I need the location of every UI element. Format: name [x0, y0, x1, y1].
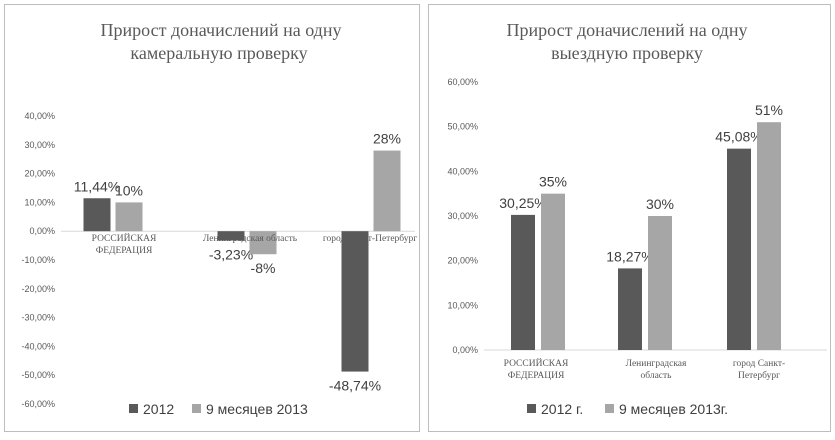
left-chart-svg: Прирост доначислений на одну камеральную…: [21, 20, 417, 417]
left-y-tick-label: -10,00%: [21, 255, 55, 265]
right-bar-series-1-cat-1: [511, 214, 535, 350]
right-legend-label-series-1: 2012 г.: [541, 401, 583, 417]
left-y-tick-label: -50,00%: [21, 370, 55, 380]
left-legend-swatch-series-2: [192, 404, 201, 413]
left-y-tick-label: -40,00%: [21, 341, 55, 351]
right-data-label-series-2-cat-2: 30%: [646, 196, 674, 212]
left-category-label-3: город Санкт-Петербург: [323, 233, 417, 244]
right-y-tick-label: 0,00%: [452, 345, 478, 355]
left-chart-panel: Прирост доначислений на одну камеральную…: [4, 4, 420, 432]
right-chart-panel: Прирост доначислений на одну выездную пр…: [428, 4, 831, 432]
right-y-tick-label: 20,00%: [447, 256, 478, 266]
left-bar-series-2-cat-1: [115, 202, 143, 232]
right-chart-title-line-1: Прирост доначислений на одну: [507, 20, 748, 40]
right-bar-series-1-cat-2: [618, 268, 642, 350]
left-data-label-series-2-cat-3: 28%: [373, 131, 401, 147]
left-chart-title-line-1: Прирост доначислений на одну: [101, 20, 342, 40]
right-legend-swatch-series-1: [527, 404, 536, 413]
left-y-tick-label: -20,00%: [21, 284, 55, 294]
right-data-label-series-1-cat-2: 18,27%: [606, 248, 653, 264]
left-bar-series-2-cat-2: [249, 231, 277, 255]
left-y-tick-label: -60,00%: [21, 399, 55, 409]
left-legend-swatch-series-1: [129, 404, 138, 413]
right-y-tick-label: 50,00%: [447, 122, 478, 132]
right-y-tick-label: 60,00%: [447, 77, 478, 87]
left-y-tick-label: 30,00%: [24, 140, 55, 150]
right-chart-svg: Прирост доначислений на одну выездную пр…: [447, 20, 827, 417]
left-bar-series-1-cat-3: [341, 231, 369, 372]
right-legend-swatch-series-2: [605, 404, 614, 413]
left-y-tick-label: 20,00%: [24, 169, 55, 179]
right-data-label-series-2-cat-3: 51%: [755, 102, 783, 118]
right-category-label-3: Петербург: [738, 370, 780, 381]
left-category-label-1: ФЕДЕРАЦИЯ: [96, 246, 153, 256]
right-bar-series-2-cat-3: [757, 122, 781, 350]
right-category-label-2: Ленинградская: [626, 359, 687, 369]
left-data-label-series-2-cat-2: -8%: [251, 260, 276, 276]
left-data-label-series-1-cat-1: 11,44%: [74, 178, 120, 194]
left-bar-series-2-cat-3: [373, 150, 401, 232]
right-y-tick-label: 30,00%: [447, 211, 478, 221]
right-category-label-1: РОССИЙСКАЯ: [504, 357, 569, 369]
right-y-tick-label: 40,00%: [447, 166, 478, 176]
right-category-label-3: город Санкт-: [733, 359, 785, 369]
left-y-tick-label: 0,00%: [29, 226, 55, 236]
right-category-label-1: ФЕДЕРАЦИЯ: [508, 371, 565, 381]
right-legend-label-series-2: 9 месяцев 2013г.: [619, 401, 728, 417]
left-data-label-series-2-cat-1: 10%: [115, 182, 143, 198]
left-chart-title-line-2: камеральную проверку: [130, 43, 307, 63]
right-data-label-series-1-cat-3: 45,08%: [715, 129, 762, 145]
left-y-tick-label: -30,00%: [21, 313, 55, 323]
left-data-label-series-1-cat-2: -3,23%: [209, 247, 253, 263]
left-legend-label-series-1: 2012: [143, 401, 174, 417]
left-legend-label-series-2: 9 месяцев 2013: [206, 401, 308, 417]
right-bar-series-2-cat-1: [541, 193, 565, 350]
left-y-tick-label: 40,00%: [24, 111, 55, 121]
right-y-tick-label: 10,00%: [447, 300, 478, 310]
left-category-label-1: РОССИЙСКАЯ: [92, 232, 157, 244]
left-data-label-series-1-cat-3: -48,74%: [329, 378, 381, 394]
right-data-label-series-1-cat-1: 30,25%: [499, 195, 546, 211]
right-category-label-2: область: [640, 370, 672, 381]
left-bar-series-1-cat-1: [83, 198, 111, 232]
right-bar-series-1-cat-3: [727, 148, 751, 350]
left-y-tick-label: 10,00%: [24, 197, 55, 207]
left-bar-series-1-cat-2: [217, 231, 245, 241]
left-category-label-2: Ленинградская область: [203, 233, 298, 244]
right-data-label-series-2-cat-1: 35%: [539, 174, 567, 190]
right-chart-title-line-2: выездную проверку: [551, 43, 703, 63]
right-bar-series-2-cat-2: [648, 216, 672, 350]
